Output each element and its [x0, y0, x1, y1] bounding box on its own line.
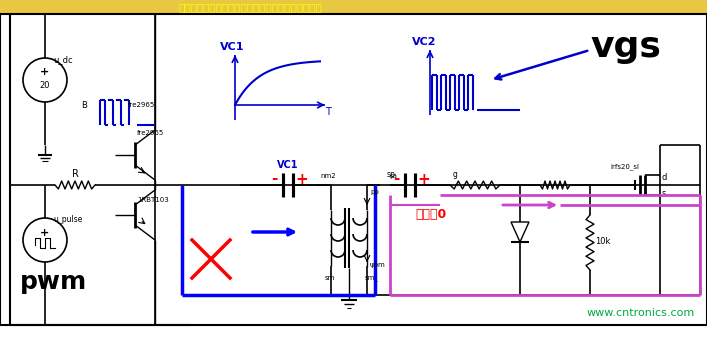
Text: 如何设计满足超宽超高压输入电源的磁隔离驱动电路: 如何设计满足超宽超高压输入电源的磁隔离驱动电路 — [178, 2, 322, 12]
Text: R: R — [71, 169, 78, 179]
Text: ψpm: ψpm — [370, 262, 386, 268]
Text: +: + — [296, 171, 308, 187]
Text: +: + — [40, 67, 49, 77]
Text: s: s — [662, 189, 667, 197]
Circle shape — [23, 218, 67, 262]
Text: 压差为0: 压差为0 — [415, 209, 446, 221]
Text: nm2: nm2 — [320, 173, 336, 179]
Text: T: T — [325, 107, 331, 117]
Text: VC2: VC2 — [412, 37, 436, 47]
Text: -: - — [393, 171, 399, 187]
Text: sm_: sm_ — [365, 275, 379, 281]
Text: d: d — [662, 173, 667, 183]
Circle shape — [23, 58, 67, 102]
Text: B: B — [81, 100, 87, 110]
Text: +: + — [40, 228, 49, 238]
Text: vgs: vgs — [590, 30, 661, 64]
Text: pwm: pwm — [20, 270, 87, 294]
Text: fre2965: fre2965 — [128, 102, 156, 108]
Text: fre2965: fre2965 — [137, 130, 164, 136]
Text: -: - — [271, 171, 277, 187]
Text: 1RBT103: 1RBT103 — [137, 197, 169, 203]
Text: VC1: VC1 — [220, 42, 245, 52]
Text: irfs20_sl: irfs20_sl — [611, 163, 640, 170]
Bar — [0, 0, 707, 14]
Text: u_pulse: u_pulse — [53, 216, 83, 224]
Text: www.cntronics.com: www.cntronics.com — [587, 308, 695, 318]
Text: VC1: VC1 — [277, 160, 299, 170]
Text: sm: sm — [325, 275, 335, 281]
Text: g: g — [452, 170, 457, 179]
Text: sp: sp — [386, 170, 395, 179]
Text: +: + — [418, 171, 431, 187]
Text: u_dc: u_dc — [53, 55, 73, 65]
Text: sa: sa — [390, 173, 398, 179]
Text: pp: pp — [370, 189, 379, 195]
Text: 10k: 10k — [595, 238, 610, 246]
Text: 20: 20 — [40, 80, 50, 90]
Polygon shape — [511, 222, 529, 242]
